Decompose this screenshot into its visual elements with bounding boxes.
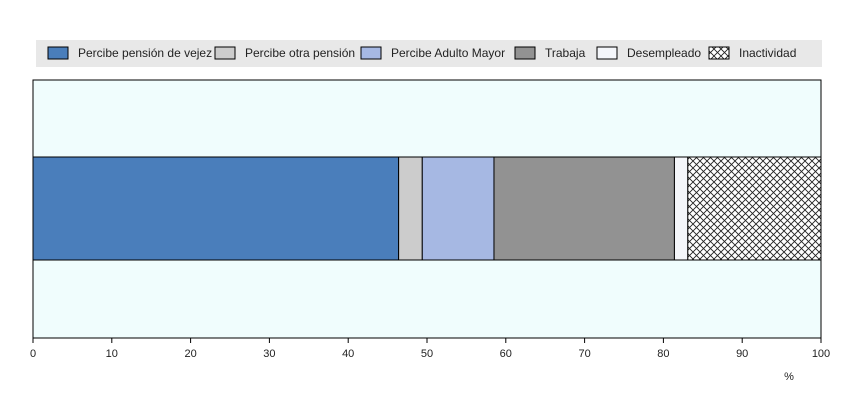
x-tick-label: 100: [812, 348, 830, 360]
x-tick-label: 20: [184, 348, 196, 360]
bar-segment-percibe-pension-de-vejez: [32, 156, 400, 261]
legend-background: [36, 40, 822, 67]
x-axis: 0 10 20 30 40 50 60 70 80 90 100: [30, 338, 830, 360]
x-axis-label: %: [784, 371, 794, 383]
legend-label-trabaja: Trabaja: [545, 46, 586, 60]
legend-swatch-inactividad: [708, 46, 730, 60]
legend-swatch-trabaja: [514, 46, 536, 60]
legend-label-inactividad: Inactividad: [739, 46, 796, 60]
bar-segment-trabaja: [493, 156, 675, 261]
legend-swatch-desempleado: [596, 46, 618, 60]
bar-segment-inactividad: [687, 156, 822, 261]
x-tick-label: 40: [342, 348, 354, 360]
legend: Percibe pensión de vejez Percibe otra pen…: [47, 46, 796, 60]
legend-label-percibe-otra-pension: Percibe otra pensión: [245, 46, 355, 60]
legend-label-percibe-pension-de-vejez: Percibe pensión de vejez: [78, 46, 212, 60]
legend-label-percibe-adulto-mayor: Percibe Adulto Mayor: [391, 46, 505, 60]
bar-segment-percibe-otra-pension: [398, 156, 423, 261]
bar-segment-desempleado: [673, 156, 689, 261]
x-tick-label: 70: [578, 348, 590, 360]
x-tick-label: 10: [106, 348, 118, 360]
legend-swatch-percibe-otra-pension: [214, 46, 236, 60]
x-tick-label: 90: [736, 348, 748, 360]
legend-label-desempleado: Desempleado: [627, 46, 701, 60]
x-tick-label: 0: [30, 348, 36, 360]
x-tick-label: 50: [421, 348, 433, 360]
x-tick-label: 30: [263, 348, 275, 360]
legend-swatch-percibe-pension-de-vejez: [47, 46, 69, 60]
bar-group: [32, 156, 822, 261]
legend-swatch-percibe-adulto-mayor: [360, 46, 382, 60]
x-tick-label: 60: [500, 348, 512, 360]
x-tick-label: 80: [657, 348, 669, 360]
bar-segment-percibe-adulto-mayor: [421, 156, 495, 261]
